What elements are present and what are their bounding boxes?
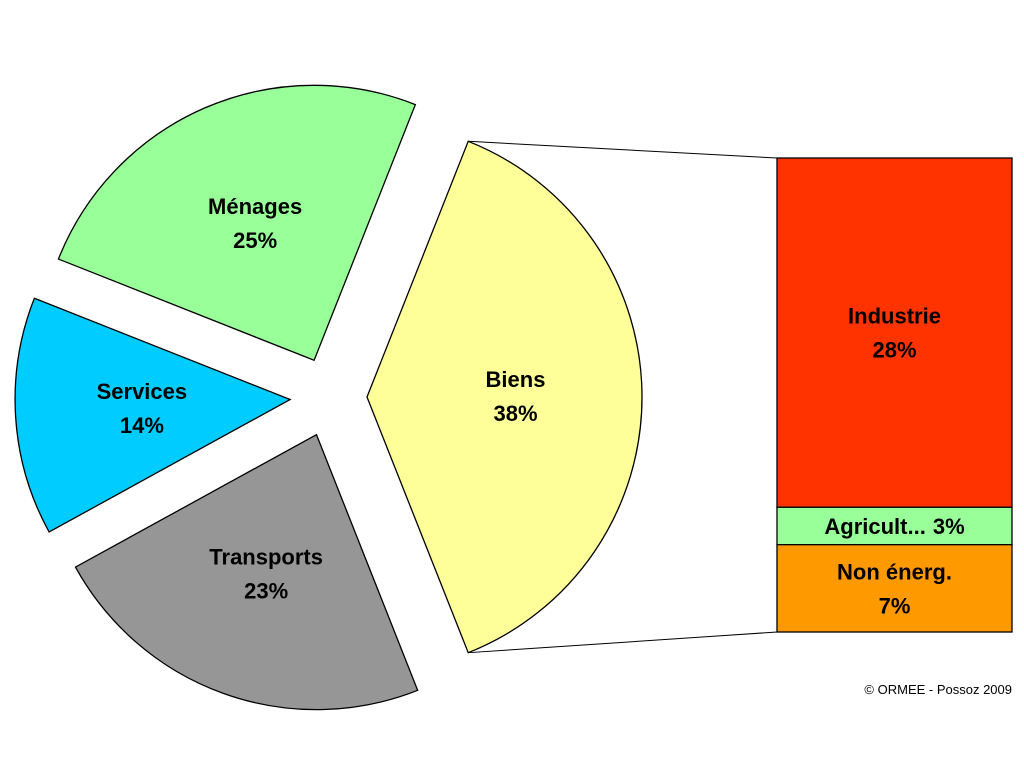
bar-segment <box>776 506 1013 546</box>
pie-slice <box>57 84 417 362</box>
bar-category: Agricult... <box>824 514 925 539</box>
slice-value-label: 25% <box>233 228 277 253</box>
slice-label: Ménages <box>208 194 302 219</box>
connector-line <box>468 140 778 159</box>
slice-value-label: 23% <box>244 578 288 603</box>
bar-segment <box>776 544 1013 633</box>
slice-label: Transports <box>209 544 323 569</box>
bar-value-label: 3% <box>933 514 965 539</box>
pie-slice <box>74 433 419 711</box>
bar-segment <box>776 157 1013 508</box>
bar-value-label: 28% <box>872 338 916 363</box>
pie-slice <box>366 140 643 654</box>
slice-value-label: 14% <box>120 413 164 438</box>
pie-slice <box>14 297 292 533</box>
slice-label: Biens <box>486 367 546 392</box>
bar-label: Agricult... 3% <box>824 514 964 539</box>
bar-value-label: 7% <box>879 593 911 618</box>
bar-category: Non énerg. <box>837 559 952 584</box>
slice-value-label: 38% <box>493 401 537 426</box>
bar-category: Industrie <box>848 304 941 329</box>
slice-label: Services <box>97 379 188 404</box>
connector-line <box>468 631 778 654</box>
copyright-note: © ORMEE - Possoz 2009 <box>864 682 1012 697</box>
